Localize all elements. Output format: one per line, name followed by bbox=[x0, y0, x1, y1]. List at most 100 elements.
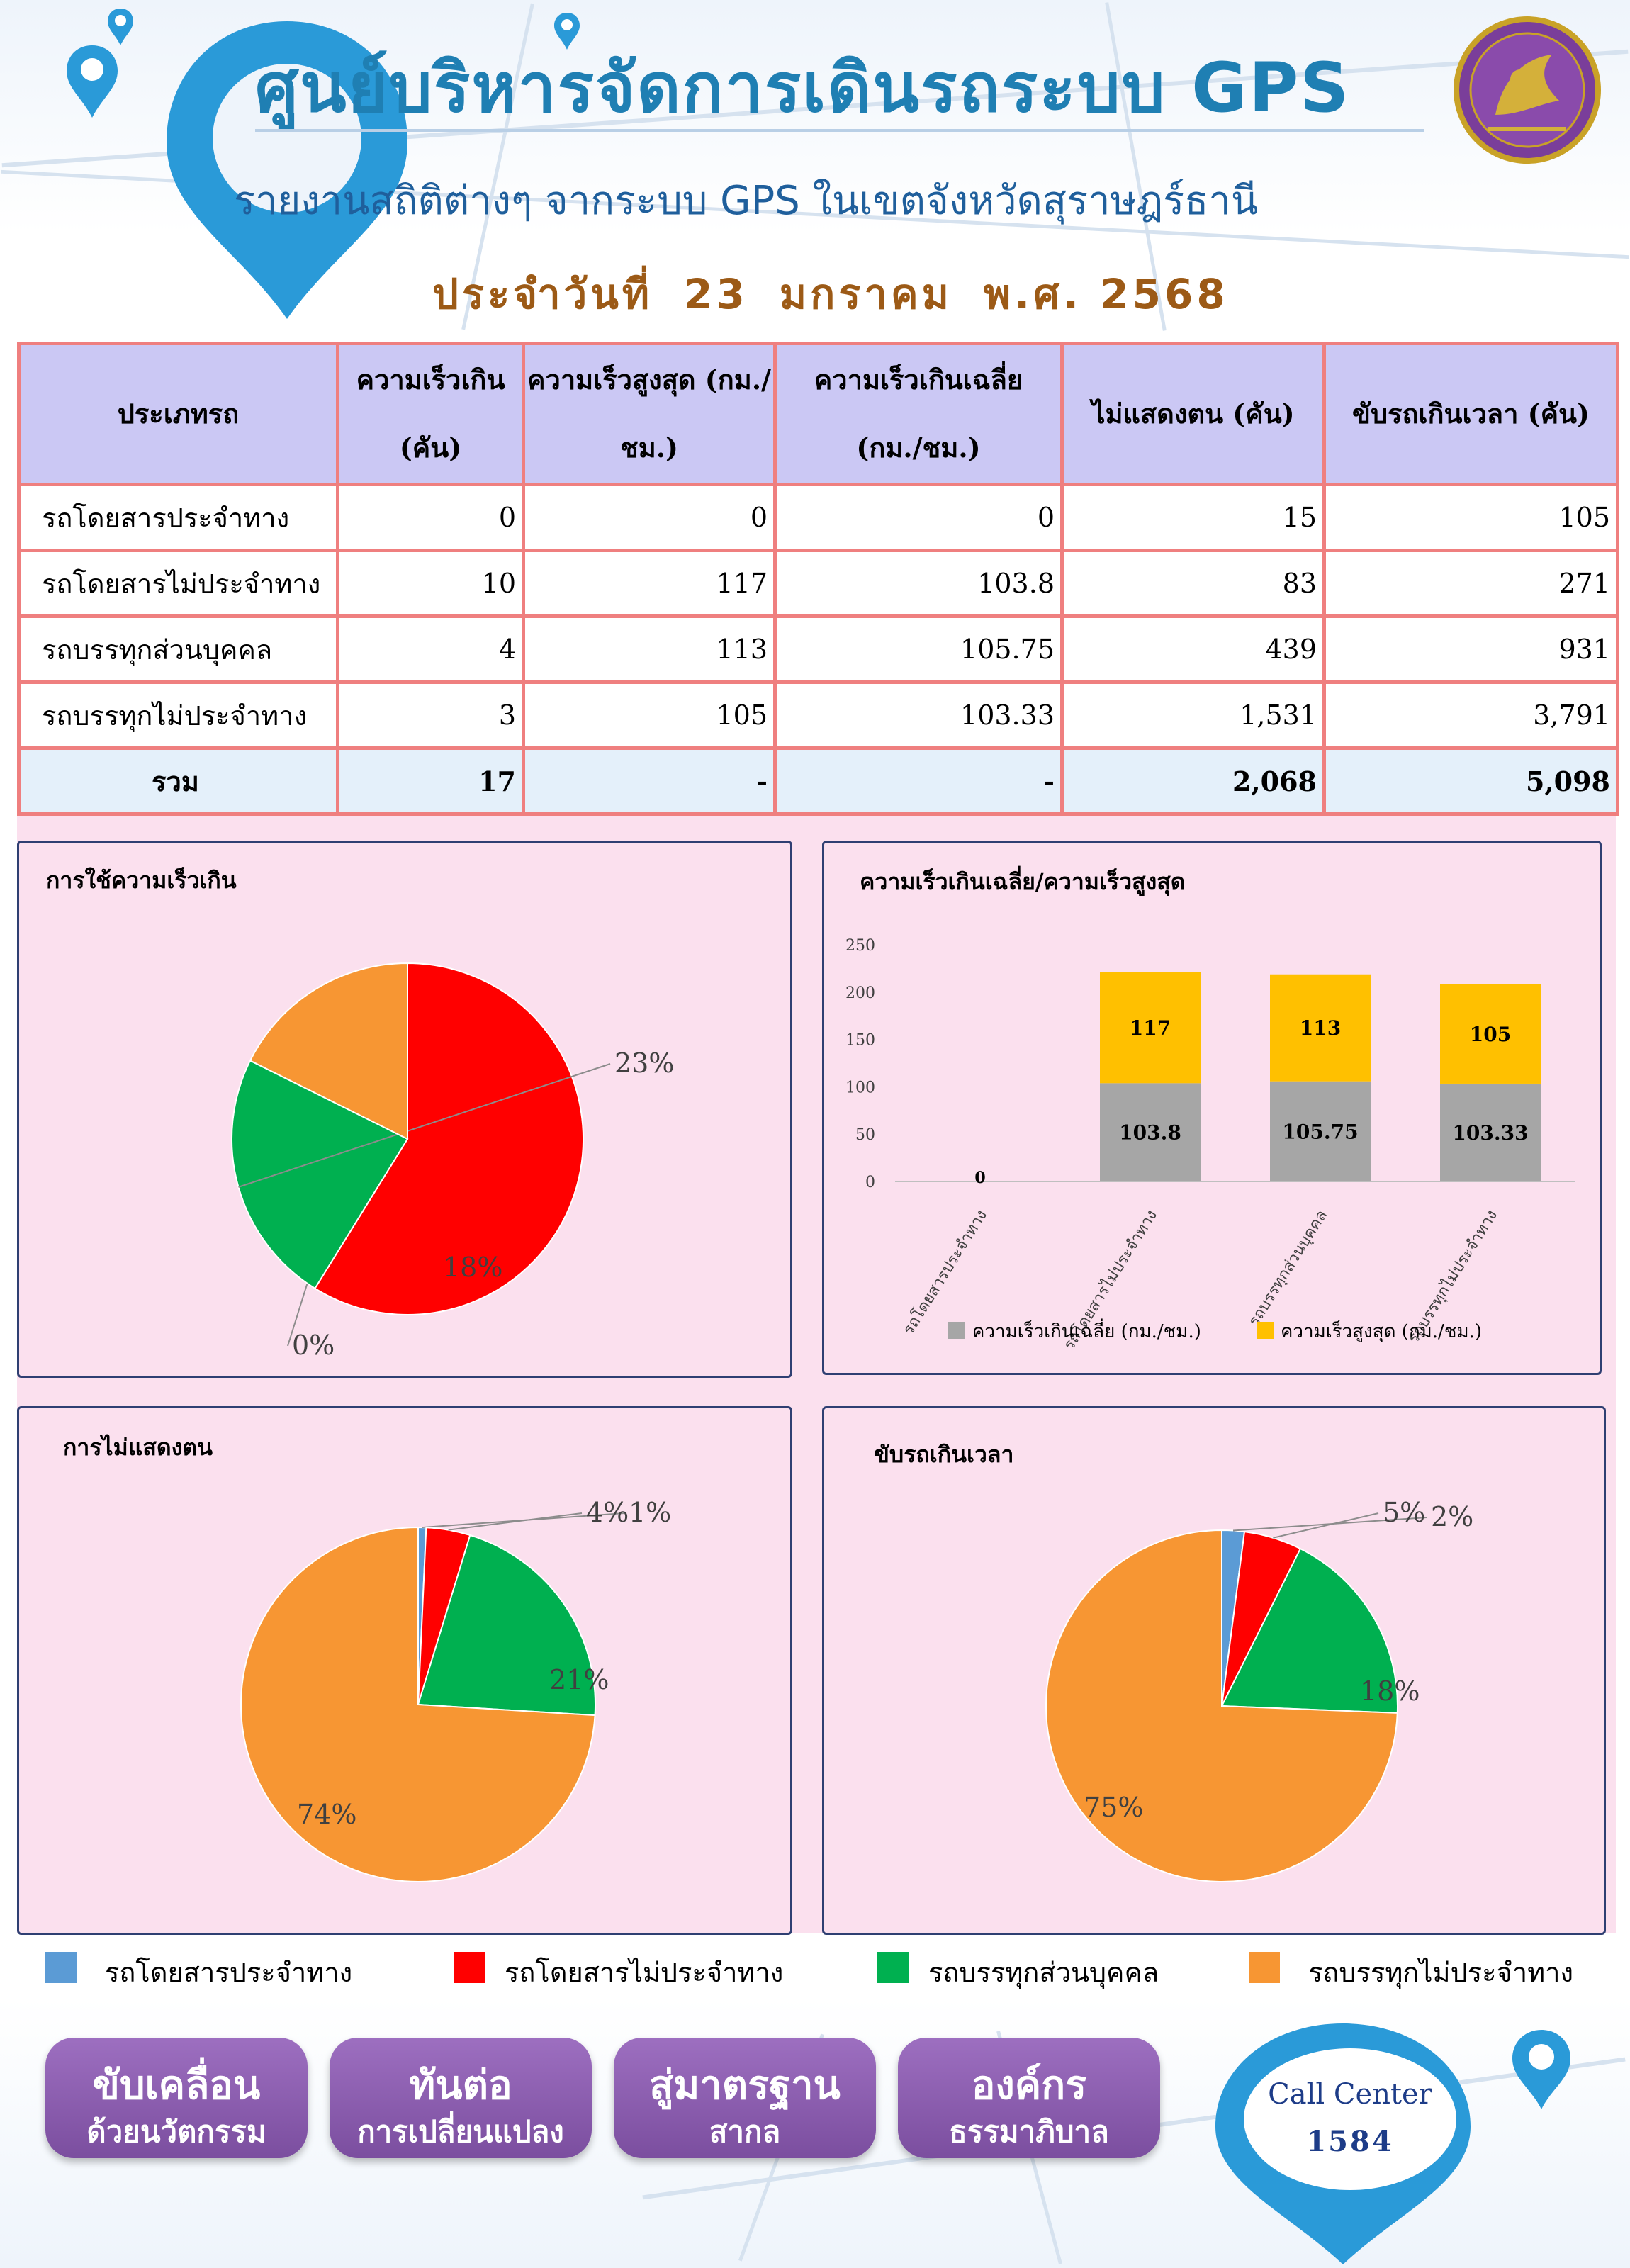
badge-line1: ทันต่อ bbox=[409, 2062, 512, 2109]
table-cell: รถโดยสารไม่ประจำทาง bbox=[17, 549, 339, 618]
table-cell: 103.33 bbox=[773, 680, 1064, 750]
table-row: รถโดยสารไม่ประจำทาง 10 117 103.8 83 271 bbox=[17, 549, 1619, 618]
legend-label: รถโดยสารไม่ประจำทาง bbox=[505, 1957, 784, 1988]
table-cell: 105.75 bbox=[773, 614, 1064, 684]
date-day: 23 bbox=[684, 270, 748, 318]
table-cell: 5,098 bbox=[1322, 746, 1619, 816]
page-subtitle: รายงานสถิติต่างๆ จากระบบ GPS ในเขตจังหวั… bbox=[234, 178, 1259, 224]
badge-line1: องค์กร bbox=[971, 2062, 1087, 2109]
chart-panel-speed-bar: ความเร็วเกินเฉลี่ย/ความเร็วสูงสุด 0 50 100… bbox=[822, 841, 1602, 1375]
y-tick-label: 0 bbox=[865, 1174, 875, 1191]
badge-line1: ขับเคลื่อน bbox=[92, 2062, 261, 2109]
call-center-number: 1584 bbox=[1306, 2125, 1394, 2158]
column-header: ไม่แสดงตน (คัน) bbox=[1060, 342, 1326, 486]
table-cell: 105 bbox=[522, 680, 777, 750]
y-tick-label: 250 bbox=[845, 937, 875, 955]
y-tick-label: 150 bbox=[845, 1032, 875, 1050]
table-cell: รวม bbox=[17, 746, 339, 816]
bar-data-label: 113 bbox=[1300, 1016, 1341, 1040]
bar-data-label: 103.8 bbox=[1119, 1121, 1181, 1145]
location-pin-icon bbox=[1512, 2030, 1570, 2109]
pie-slice bbox=[1220, 1547, 1398, 1714]
legend-label: รถบรรทุกส่วนบุคคล bbox=[928, 1957, 1159, 1988]
chart-panel-speeding: การใช้ความเร็วเกิน 0%59%23%18% bbox=[17, 841, 792, 1378]
bar-data-label: 117 bbox=[1130, 1016, 1171, 1040]
pie-data-label: 0% bbox=[292, 1330, 335, 1361]
y-tick-label: 100 bbox=[845, 1079, 875, 1096]
badge-line2: การเปลี่ยนแปลง bbox=[357, 2114, 564, 2149]
table-cell: 271 bbox=[1322, 549, 1619, 618]
badge-line2: สากล bbox=[709, 2114, 781, 2149]
table-cell: - bbox=[773, 746, 1064, 816]
table-cell: 10 bbox=[336, 549, 525, 618]
legend-swatch bbox=[877, 1952, 909, 1983]
column-header: ความเร็วเกิน (คัน) bbox=[336, 342, 525, 486]
bar-data-label: 0 bbox=[974, 1169, 985, 1187]
legend-swatch bbox=[1257, 1322, 1274, 1339]
table-cell: 113 bbox=[522, 614, 777, 684]
table-cell: 4 bbox=[336, 614, 525, 684]
date-month: มกราคม bbox=[779, 270, 952, 318]
pie-leader-line bbox=[238, 1063, 611, 1188]
pie-data-label: 18% bbox=[1360, 1675, 1420, 1707]
table-cell: 931 bbox=[1322, 614, 1619, 684]
call-center-label: Call Center bbox=[1268, 2078, 1432, 2111]
bar-data-label: 105.75 bbox=[1282, 1120, 1358, 1143]
pie-slice bbox=[314, 962, 584, 1315]
title-underline bbox=[255, 129, 1424, 132]
pie-data-label: 75% bbox=[1084, 1792, 1143, 1823]
table-row: รถบรรทุกไม่ประจำทาง 3 105 103.33 1,531 3… bbox=[17, 680, 1619, 750]
location-pin-icon bbox=[554, 13, 580, 50]
table-cell: 1,531 bbox=[1060, 680, 1326, 750]
legend-label: รถโดยสารประจำทาง bbox=[105, 1957, 353, 1988]
y-tick-label: 50 bbox=[855, 1126, 875, 1144]
pie-data-label: 74% bbox=[297, 1799, 356, 1830]
pie-leader-line bbox=[1273, 1512, 1379, 1539]
pie-slice bbox=[240, 1526, 596, 1882]
column-header: ความเร็วสูงสุด (กม./ชม.) bbox=[522, 342, 777, 486]
pie-data-label: 21% bbox=[549, 1664, 609, 1695]
table-cell: รถบรรทุกไม่ประจำทาง bbox=[17, 680, 339, 750]
chart-title: ความเร็วเกินเฉลี่ย/ความเร็วสูงสุด bbox=[860, 868, 1186, 895]
location-pin-icon bbox=[108, 9, 133, 45]
table-cell: รถโดยสารประจำทาง bbox=[17, 483, 339, 552]
statistics-table: ประเภทรถ ความเร็วเกิน (คัน) ความเร็วสูงส… bbox=[17, 342, 1619, 816]
table-row: รถบรรทุกส่วนบุคคล 4 113 105.75 439 931 bbox=[17, 614, 1619, 684]
column-header: ประเภทรถ bbox=[17, 342, 339, 486]
chart-title: การไม่แสดงตน bbox=[63, 1434, 213, 1461]
page-title: ศูนย์บริหารจัดการเดินรถระบบ GPS bbox=[255, 48, 1351, 128]
badge-line2: ธรรมาภิบาล bbox=[949, 2114, 1109, 2149]
table-cell: 439 bbox=[1060, 614, 1326, 684]
table-cell: 3 bbox=[336, 680, 525, 750]
bar-segment bbox=[1440, 984, 1541, 1084]
bar-segment bbox=[1270, 1081, 1371, 1181]
legend-label: ความเร็วสูงสุด (กม./ชม.) bbox=[1281, 1320, 1482, 1342]
location-pin-icon bbox=[167, 21, 408, 319]
legend-swatch bbox=[45, 1952, 77, 1983]
bar-segment bbox=[1100, 972, 1201, 1084]
pie-data-label: 4% bbox=[586, 1497, 629, 1528]
y-tick-label: 200 bbox=[845, 984, 875, 1002]
legend-swatch bbox=[454, 1952, 485, 1983]
chart-panel-no-show: การไม่แสดงตน 1% 4% 21% 74% bbox=[17, 1406, 792, 1935]
department-seal-logo bbox=[1454, 16, 1601, 164]
legend-swatch bbox=[1249, 1952, 1280, 1983]
bar-segment bbox=[1270, 974, 1371, 1082]
x-tick-label: รถบรรทุกส่วนบุคคล bbox=[1245, 1207, 1331, 1330]
column-header: ความเร็วเกินเฉลี่ย (กม./ชม.) bbox=[773, 342, 1064, 486]
bar-segment bbox=[1100, 1083, 1201, 1181]
value-badge: สู่มาตรฐาน สากล bbox=[614, 2038, 876, 2158]
table-cell: 17 bbox=[336, 746, 525, 816]
pie-data-label: 1% bbox=[629, 1497, 671, 1528]
value-badge: ขับเคลื่อน ด้วยนวัตกรรม bbox=[45, 2038, 308, 2158]
table-cell: - bbox=[522, 746, 777, 816]
badge-line2: ด้วยนวัตกรรม bbox=[86, 2114, 266, 2149]
date-year: พ.ศ. 2568 bbox=[983, 270, 1229, 318]
legend-swatch bbox=[948, 1322, 965, 1339]
table-cell: รถบรรทุกส่วนบุคคล bbox=[17, 614, 339, 684]
pie-leader-line bbox=[448, 1512, 583, 1531]
table-cell: 2,068 bbox=[1060, 746, 1326, 816]
speeding-pie-chart: 0%59%23%18% bbox=[231, 962, 674, 1361]
bar-data-label: 105 bbox=[1470, 1023, 1511, 1046]
legend-label: รถบรรทุกไม่ประจำทาง bbox=[1308, 1957, 1574, 1988]
